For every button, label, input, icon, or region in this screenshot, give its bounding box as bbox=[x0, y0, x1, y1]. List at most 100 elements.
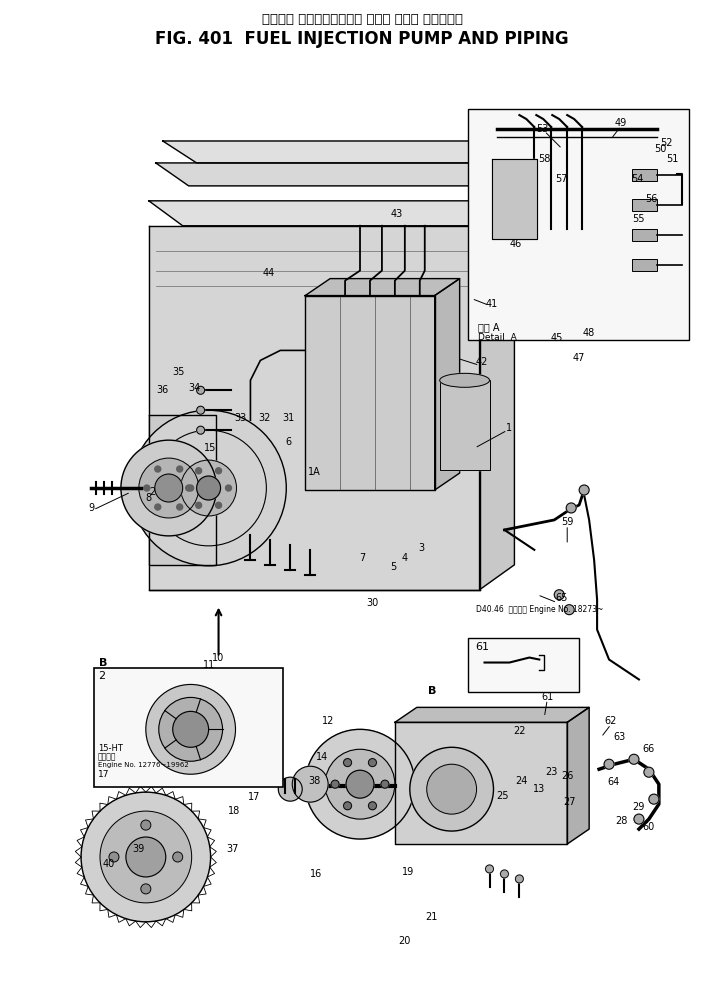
Circle shape bbox=[181, 460, 237, 516]
Text: 12: 12 bbox=[322, 716, 334, 726]
Circle shape bbox=[81, 792, 211, 922]
Circle shape bbox=[139, 458, 198, 518]
Text: 60: 60 bbox=[643, 822, 655, 832]
Polygon shape bbox=[149, 415, 216, 565]
Circle shape bbox=[515, 875, 523, 883]
Text: 13: 13 bbox=[533, 784, 545, 794]
Circle shape bbox=[197, 476, 221, 500]
Text: 2: 2 bbox=[98, 672, 105, 681]
Text: 23: 23 bbox=[545, 767, 557, 777]
Text: 37: 37 bbox=[227, 844, 239, 854]
Circle shape bbox=[195, 502, 201, 508]
Text: 15: 15 bbox=[204, 443, 216, 453]
Text: 8: 8 bbox=[146, 493, 152, 503]
Text: 20: 20 bbox=[399, 936, 411, 945]
Circle shape bbox=[216, 468, 222, 474]
Text: 10: 10 bbox=[212, 653, 224, 663]
Circle shape bbox=[579, 485, 589, 495]
Polygon shape bbox=[434, 279, 460, 490]
Circle shape bbox=[173, 852, 182, 862]
Circle shape bbox=[131, 410, 286, 566]
Circle shape bbox=[500, 870, 508, 878]
Text: 51: 51 bbox=[667, 154, 679, 164]
Text: 34: 34 bbox=[188, 384, 201, 394]
Text: 53: 53 bbox=[536, 124, 549, 135]
Circle shape bbox=[197, 387, 205, 395]
Circle shape bbox=[346, 770, 374, 798]
Circle shape bbox=[159, 697, 222, 762]
Circle shape bbox=[564, 604, 574, 614]
Text: 36: 36 bbox=[156, 386, 169, 396]
Text: 1: 1 bbox=[506, 423, 513, 433]
Circle shape bbox=[369, 759, 376, 766]
Circle shape bbox=[426, 764, 476, 814]
Circle shape bbox=[369, 802, 376, 810]
Text: 52: 52 bbox=[660, 138, 673, 148]
Circle shape bbox=[604, 760, 614, 769]
Text: 65: 65 bbox=[555, 592, 568, 602]
Circle shape bbox=[109, 852, 119, 862]
Circle shape bbox=[155, 504, 161, 510]
Circle shape bbox=[634, 814, 644, 824]
Circle shape bbox=[195, 468, 201, 474]
Text: Engine No. 12776~19962: Engine No. 12776~19962 bbox=[98, 763, 189, 768]
Text: 5: 5 bbox=[390, 562, 396, 572]
Text: 1A: 1A bbox=[308, 467, 321, 477]
Text: 30: 30 bbox=[366, 597, 378, 607]
Bar bbox=[632, 259, 657, 271]
Circle shape bbox=[197, 406, 205, 414]
Text: 58: 58 bbox=[538, 154, 550, 164]
Circle shape bbox=[177, 466, 182, 472]
Text: 66: 66 bbox=[643, 745, 655, 755]
Text: 61: 61 bbox=[541, 692, 553, 702]
Circle shape bbox=[216, 502, 222, 508]
Text: 15-HT: 15-HT bbox=[98, 745, 123, 754]
Text: D40.46  適用年式 Engine No. 18273~: D40.46 適用年式 Engine No. 18273~ bbox=[476, 604, 603, 613]
Text: FIG. 401  FUEL INJECTION PUMP AND PIPING: FIG. 401 FUEL INJECTION PUMP AND PIPING bbox=[155, 31, 569, 48]
Text: 29: 29 bbox=[633, 802, 645, 812]
Text: 27: 27 bbox=[563, 797, 576, 807]
Text: 57: 57 bbox=[555, 174, 568, 184]
Text: 25: 25 bbox=[496, 791, 509, 801]
Polygon shape bbox=[439, 381, 489, 470]
Circle shape bbox=[306, 729, 415, 839]
Circle shape bbox=[188, 485, 193, 491]
Text: 42: 42 bbox=[476, 357, 488, 367]
Text: 46: 46 bbox=[509, 238, 521, 248]
Polygon shape bbox=[481, 138, 515, 186]
Text: 39: 39 bbox=[132, 844, 145, 854]
Bar bbox=[632, 199, 657, 211]
Circle shape bbox=[141, 820, 151, 830]
Polygon shape bbox=[395, 722, 567, 844]
Text: 3: 3 bbox=[418, 543, 425, 553]
Text: 64: 64 bbox=[607, 777, 619, 787]
Text: 9: 9 bbox=[88, 503, 94, 513]
Polygon shape bbox=[163, 141, 508, 163]
Text: 63: 63 bbox=[613, 732, 625, 743]
Circle shape bbox=[278, 777, 302, 801]
Text: 24: 24 bbox=[515, 776, 528, 786]
Circle shape bbox=[100, 811, 192, 903]
Circle shape bbox=[126, 837, 166, 877]
Text: 22: 22 bbox=[513, 726, 526, 737]
Polygon shape bbox=[149, 225, 479, 589]
Text: 17: 17 bbox=[248, 792, 261, 802]
Circle shape bbox=[155, 466, 161, 472]
Circle shape bbox=[410, 748, 494, 831]
Circle shape bbox=[155, 474, 182, 502]
Text: 2: 2 bbox=[150, 487, 156, 497]
Text: B: B bbox=[428, 686, 436, 696]
Circle shape bbox=[649, 794, 659, 804]
Polygon shape bbox=[567, 707, 589, 844]
Circle shape bbox=[141, 884, 151, 894]
Polygon shape bbox=[306, 296, 434, 490]
Text: 33: 33 bbox=[235, 413, 247, 423]
Bar bbox=[468, 638, 579, 692]
Circle shape bbox=[344, 759, 352, 766]
Text: フェエル インジェクション ポンプ および パイピング: フェエル インジェクション ポンプ および パイピング bbox=[261, 13, 463, 26]
Polygon shape bbox=[156, 163, 515, 186]
Circle shape bbox=[344, 802, 352, 810]
Text: 43: 43 bbox=[391, 209, 403, 219]
Text: 19: 19 bbox=[402, 867, 414, 877]
Circle shape bbox=[185, 485, 192, 491]
